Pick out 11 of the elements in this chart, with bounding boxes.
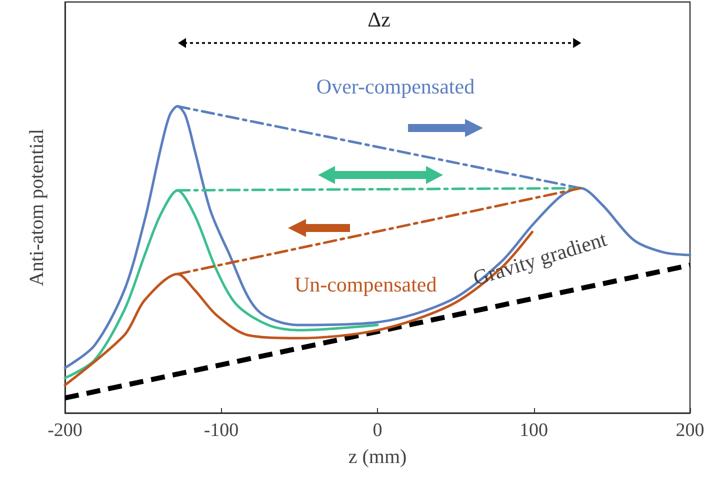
text: Gravity gradient <box>470 226 610 292</box>
x-tick-label: 0 <box>372 420 382 441</box>
x-tick-label: -200 <box>48 420 82 441</box>
x-tick-label: 200 <box>676 420 704 441</box>
y-axis-title: Anti-atom potential <box>26 128 48 286</box>
text: Over-compensated <box>316 74 475 100</box>
text: Δz <box>368 8 390 32</box>
x-axis-title: z (mm) <box>348 446 407 468</box>
series-label: Un-compensated <box>294 272 437 298</box>
x-tick-label: 100 <box>520 420 548 441</box>
x-tick-label: -100 <box>204 420 239 441</box>
